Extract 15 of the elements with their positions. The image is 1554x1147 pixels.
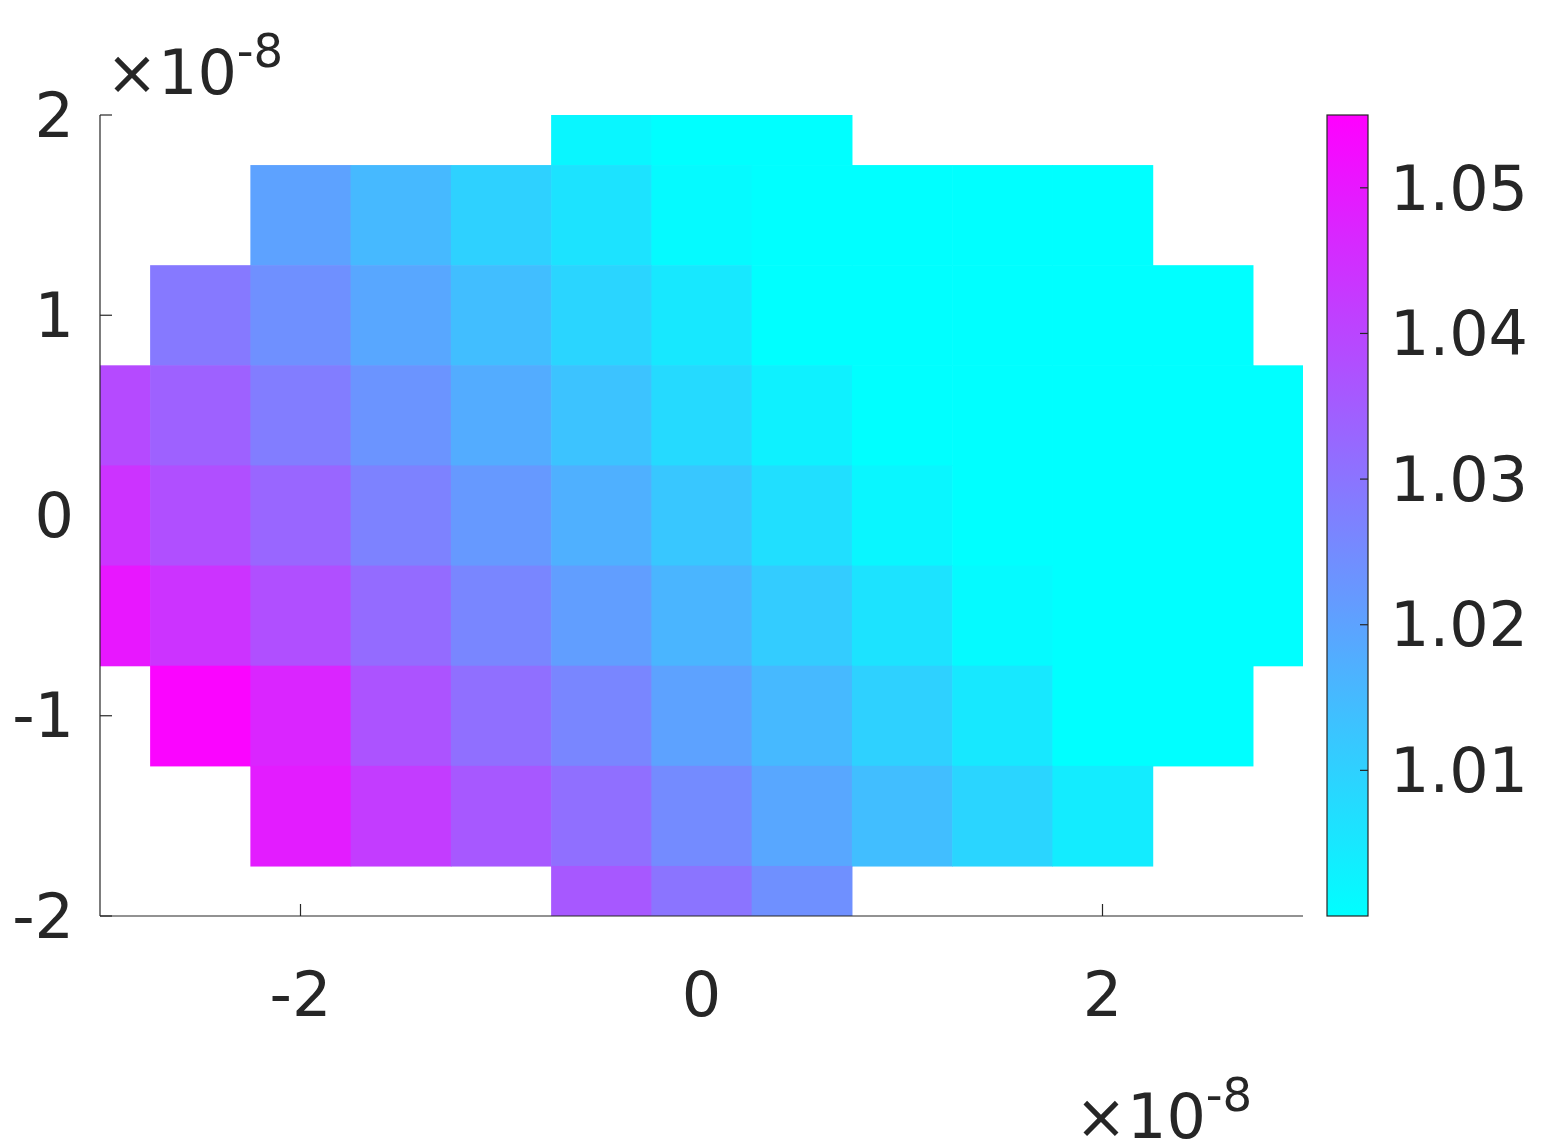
color-bar-label: 1.05 xyxy=(1390,151,1529,225)
color-bar-label: 1.03 xyxy=(1390,442,1529,516)
x-tick-label: -2 xyxy=(269,958,332,1031)
x-tick-label: 2 xyxy=(1082,958,1123,1031)
x-tick-label: 0 xyxy=(681,958,722,1031)
y-tick-label: 2 xyxy=(34,78,74,152)
text: ×10$^{-8}$ xyxy=(1075,1068,1253,1147)
color-bar-label: 1.02 xyxy=(1390,588,1529,662)
text: ×10$^{-8}$ xyxy=(106,24,284,109)
color-bar-label: 1.01 xyxy=(1390,734,1529,808)
y-tick-label: 1 xyxy=(34,278,74,352)
y-tick-label: -1 xyxy=(12,679,74,753)
y-tick-label: 0 xyxy=(34,479,74,553)
y-tick-label: -2 xyxy=(12,879,74,953)
color-bar-label: 1.04 xyxy=(1390,297,1529,371)
